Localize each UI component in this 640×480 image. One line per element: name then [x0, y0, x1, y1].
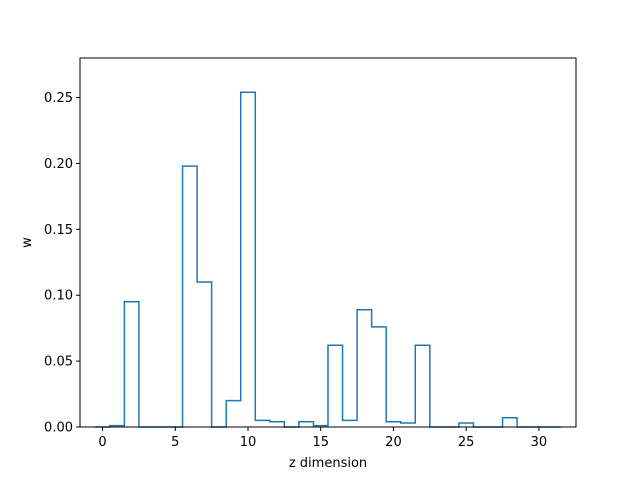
- y-axis-label: w: [20, 237, 35, 248]
- x-tick-label: 25: [458, 435, 475, 450]
- y-tick-label: 0.20: [44, 157, 73, 172]
- x-axis: 0 5 10 15 20 25 30: [98, 427, 547, 450]
- bin-bar-21: [401, 423, 416, 427]
- series-step-line: [95, 91, 561, 428]
- bin-bar-11: [255, 420, 270, 427]
- bin-bar-20: [386, 422, 401, 427]
- y-tick-label: 0.25: [44, 91, 73, 106]
- bin-bar-14: [299, 422, 314, 427]
- bin-bar-9: [226, 401, 241, 427]
- x-tick-label: 0: [98, 435, 106, 450]
- y-tick-label: 0.00: [44, 421, 73, 436]
- bin-bar-19: [372, 327, 387, 427]
- bin-bar-10: [241, 92, 256, 427]
- bin-bar-18: [357, 310, 372, 427]
- axes-frame: [79, 57, 577, 428]
- bin-bar-16: [328, 345, 343, 427]
- bin-bar-28: [503, 418, 518, 427]
- bin-bar-17: [343, 420, 358, 427]
- y-tick-label: 0.05: [44, 355, 73, 370]
- bin-bar-25: [459, 423, 474, 427]
- x-tick-label: 5: [171, 435, 179, 450]
- x-tick-label: 15: [312, 435, 329, 450]
- y-axis: 0.00 0.05 0.10 0.15 0.20 0.25: [44, 91, 80, 436]
- x-tick-label: 10: [240, 435, 257, 450]
- x-axis-label: z dimension: [289, 456, 367, 471]
- bin-bar-2: [124, 302, 139, 427]
- y-tick-label: 0.10: [44, 289, 73, 304]
- x-tick-label: 30: [531, 435, 548, 450]
- bin-bar-6: [183, 166, 198, 427]
- bin-bar-7: [197, 282, 212, 427]
- bin-bar-22: [415, 345, 430, 427]
- x-tick-label: 20: [385, 435, 402, 450]
- bin-bar-12: [270, 422, 285, 427]
- y-tick-label: 0.15: [44, 223, 73, 238]
- series-layer: [95, 91, 561, 428]
